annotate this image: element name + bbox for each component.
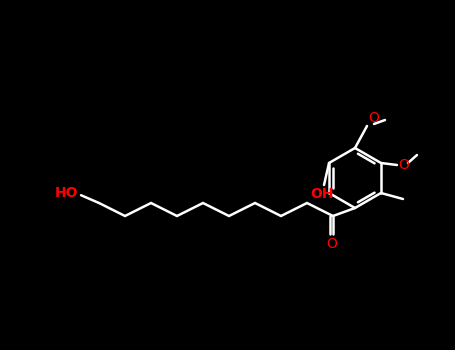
Text: O: O <box>368 111 379 125</box>
Text: OH: OH <box>310 187 334 201</box>
Text: O: O <box>326 237 337 251</box>
Text: HO: HO <box>55 186 78 200</box>
Text: O: O <box>398 158 409 172</box>
